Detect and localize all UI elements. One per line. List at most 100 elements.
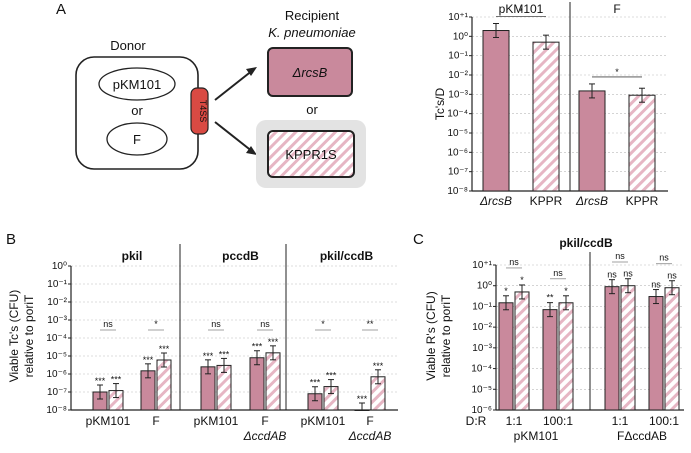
strain-1-label: ΔrcsB [292, 65, 328, 80]
x-tick-label: pKM101 [194, 414, 239, 428]
significance-stars: ** [546, 293, 554, 303]
x-tick-label: 100:1 [543, 414, 573, 428]
y-tick-label: 10⁻¹ [47, 279, 67, 290]
panel-title: pccdB [222, 249, 259, 263]
t4ss-label: T4SS [198, 100, 208, 123]
significance-stars: * [520, 275, 524, 285]
x-tick-label: ΔccdAB [243, 429, 287, 443]
bar [578, 90, 606, 192]
comparison-label: * [321, 319, 325, 329]
y-tick-label: 10⁰ [453, 31, 468, 42]
bar [620, 285, 636, 411]
transfer-arrow-up [214, 69, 254, 101]
y-tick-label: 10⁻⁵ [447, 128, 468, 139]
y-tick-label: 10⁻² [448, 70, 468, 81]
significance-stars: *** [268, 337, 279, 347]
significance-stars: ns [607, 270, 617, 280]
x-tick-label: KPPR [626, 194, 659, 208]
comparison-label: ns [659, 253, 669, 263]
significance-stars: *** [357, 394, 368, 404]
group-title: F [613, 2, 620, 16]
x-tick-label: 1:1 [506, 414, 523, 428]
y-tick-label: 10⁻⁴ [46, 333, 67, 344]
x-tick-label: pKM101 [86, 414, 131, 428]
or-text-2: or [306, 102, 318, 117]
strain-box-kppr1s [267, 130, 355, 178]
y-axis-label: relative to poriT [22, 294, 36, 377]
y-tick-label: 10⁻⁵ [471, 384, 492, 395]
x-tick-label: KPPR [530, 194, 563, 208]
x-tick-label: pKM101 [301, 414, 346, 428]
recipient-title: Recipient [285, 8, 340, 23]
dr-label: D:R [466, 414, 487, 428]
y-tick-label: 10⁻³ [472, 343, 492, 354]
x-tick-label: ΔccdAB [348, 429, 392, 443]
comparison-label: ns [615, 251, 625, 261]
y-tick-label: 10⁻⁶ [471, 405, 492, 416]
comparison-label: ns [103, 319, 113, 329]
significance-stars: *** [159, 344, 170, 354]
donor-title: Donor [110, 38, 146, 53]
significance-stars: *** [326, 371, 337, 381]
plasmid-f [106, 122, 168, 156]
panel-title: pkil [122, 249, 143, 263]
t4ss-channel [190, 87, 209, 135]
chart-title: pkil/ccdB [559, 236, 613, 250]
y-tick-label: 10⁻⁷ [47, 387, 67, 398]
significance-stars: * [564, 286, 568, 296]
plasmid-1-label: pKM101 [113, 77, 161, 92]
significance-stars: *** [203, 351, 214, 361]
significance-stars: *** [252, 342, 263, 352]
comparison-label: ns [211, 319, 221, 329]
strain-box-rcsb [267, 47, 353, 97]
significance-stars: * [504, 286, 508, 296]
section-label: pKM101 [514, 429, 559, 443]
y-tick-label: 10⁻³ [448, 89, 468, 100]
x-tick-label: F [261, 414, 268, 428]
y-tick-label: 10⁰ [477, 281, 492, 292]
y-axis-label: Tc's/D [433, 88, 447, 121]
transfer-arrow-down [214, 121, 254, 153]
y-tick-label: 10⁻⁴ [471, 364, 492, 375]
panel-label-a: A [56, 1, 66, 18]
group-title: pKM101 [499, 2, 544, 16]
y-tick-label: 10⁻⁶ [447, 147, 468, 158]
comparison-label: ns [260, 319, 270, 329]
chart-b: B 10⁰ 10⁻¹ 10⁻² 10⁻³ 10⁻⁴ 10⁻⁵ 10⁻⁶ 10⁻⁷ 10⁻⁸ Viab… [6, 231, 398, 443]
y-axis-label: Viable R's (CFU) [424, 291, 438, 380]
panel-label-c: C [413, 231, 424, 248]
significance-stars: ns [651, 280, 661, 290]
plasmid-2-label: F [133, 132, 141, 147]
significance-label: * [519, 7, 523, 17]
bar [482, 30, 510, 192]
significance-stars: *** [310, 378, 321, 388]
bar [265, 352, 281, 411]
y-tick-label: 10⁻⁷ [448, 167, 468, 178]
significance-stars: *** [373, 361, 384, 371]
bar [514, 291, 530, 411]
x-tick-label: ΔrcsB [479, 194, 512, 208]
comparison-label: * [154, 319, 158, 329]
significance-stars: *** [219, 349, 230, 359]
significance-stars: ns [667, 271, 677, 281]
y-tick-label: 10⁻¹ [472, 301, 492, 312]
comparison-label: ** [366, 319, 374, 329]
y-tick-label: 10⁻⁴ [447, 109, 468, 120]
significance-stars: *** [143, 355, 154, 365]
bar [628, 94, 656, 192]
y-tick-label: 10⁻⁸ [447, 186, 468, 197]
bar [648, 296, 664, 411]
significance-stars: *** [111, 375, 122, 385]
plasmid-pkm101 [98, 67, 176, 101]
y-tick-label: 10⁻⁵ [46, 351, 67, 362]
section-label: FΔccdAB [617, 429, 667, 443]
significance-stars: ns [623, 269, 633, 279]
bar [156, 359, 172, 411]
y-tick-label: 10⁻³ [47, 315, 67, 326]
recipient-species: K. pneumoniae [268, 25, 355, 40]
x-tick-label: 100:1 [649, 414, 679, 428]
bar [249, 357, 265, 411]
x-tick-label: F [152, 414, 159, 428]
